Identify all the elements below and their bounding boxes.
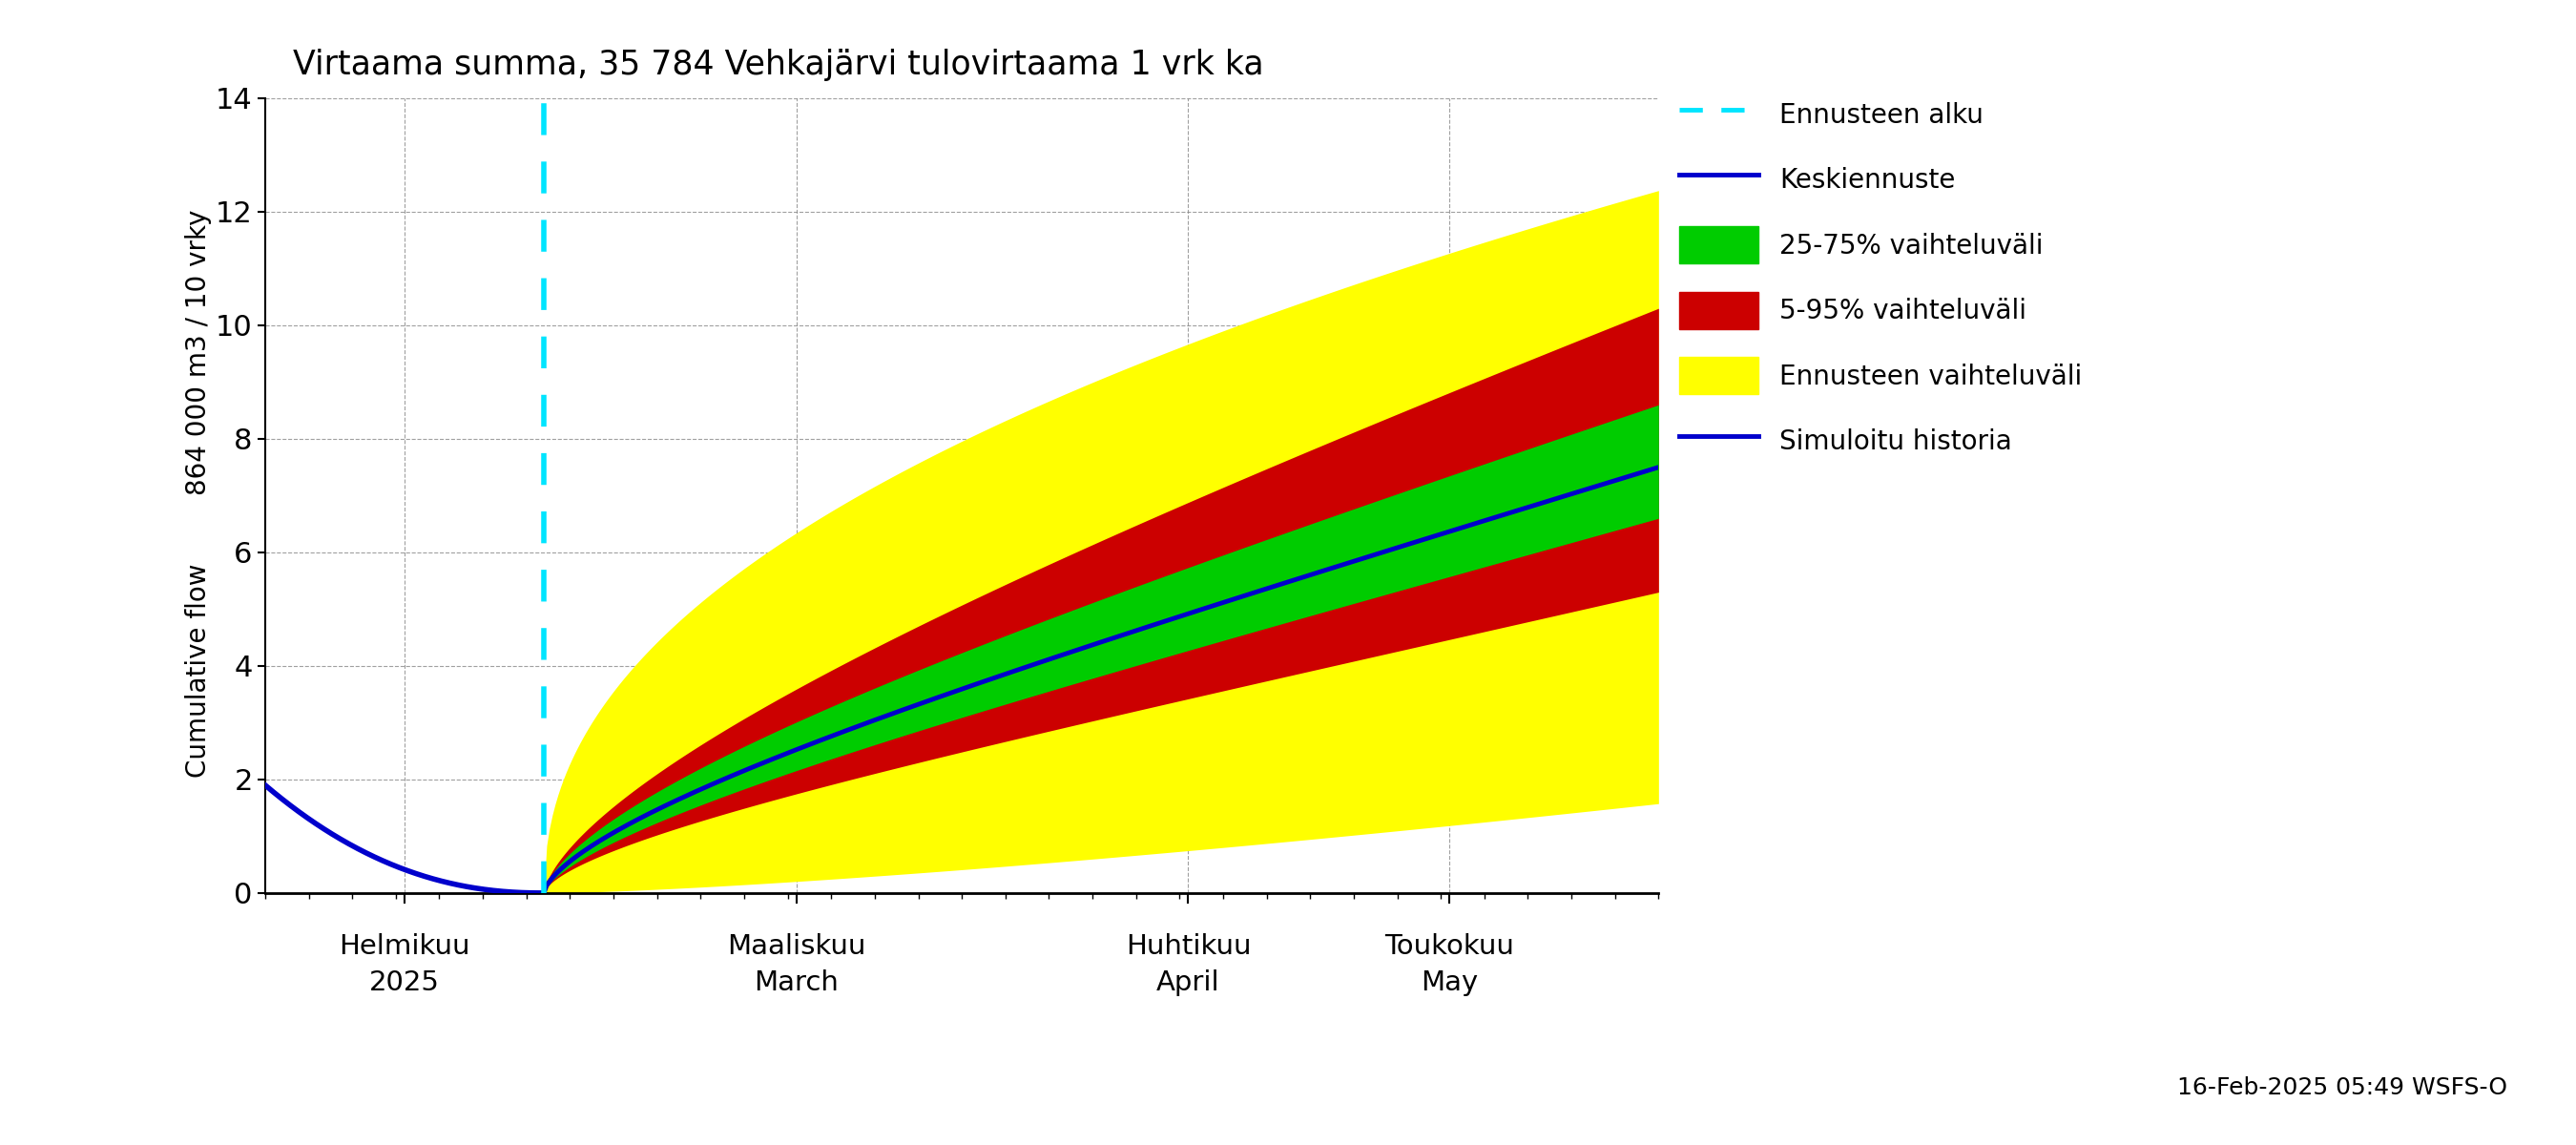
Text: Toukokuu: Toukokuu	[1386, 933, 1515, 960]
Text: May: May	[1422, 970, 1479, 996]
Text: Virtaama summa, 35 784 Vehkajärvi tulovirtaama 1 vrk ka: Virtaama summa, 35 784 Vehkajärvi tulovi…	[294, 48, 1265, 81]
Text: Helmikuu: Helmikuu	[340, 933, 469, 960]
Text: 864 000 m3 / 10 vrky: 864 000 m3 / 10 vrky	[185, 210, 211, 496]
Text: 2025: 2025	[368, 970, 440, 996]
Text: April: April	[1157, 970, 1221, 996]
Text: Maaliskuu: Maaliskuu	[726, 933, 866, 960]
Text: Huhtikuu: Huhtikuu	[1126, 933, 1252, 960]
Legend: Ennusteen alku, Keskiennuste, 25-75% vaihteluväli, 5-95% vaihteluväli, Ennusteen: Ennusteen alku, Keskiennuste, 25-75% vai…	[1680, 96, 2081, 460]
Text: 16-Feb-2025 05:49 WSFS-O: 16-Feb-2025 05:49 WSFS-O	[2177, 1076, 2506, 1099]
Text: March: March	[755, 970, 840, 996]
Text: Cumulative flow: Cumulative flow	[185, 563, 211, 777]
